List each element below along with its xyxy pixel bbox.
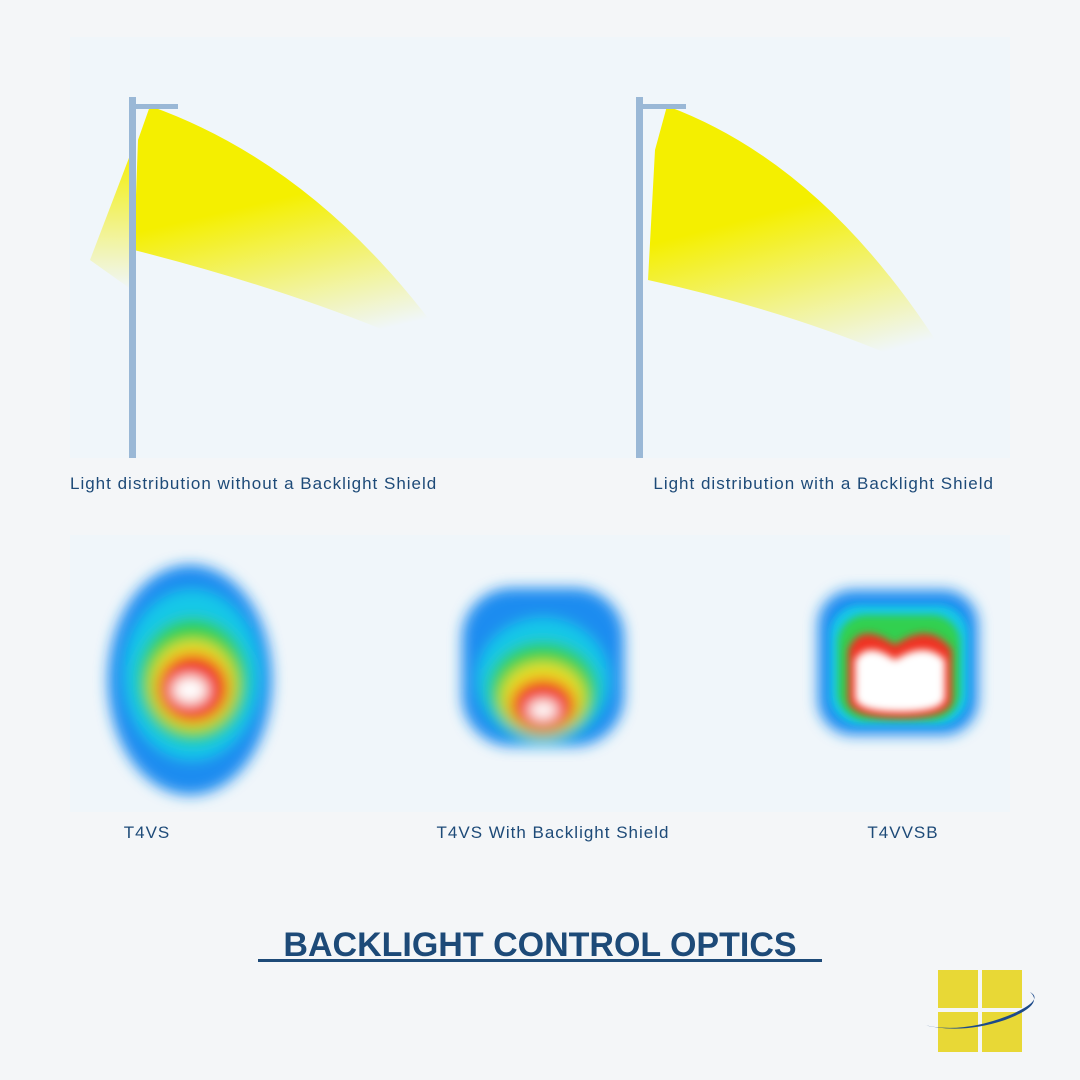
heatmap [108, 565, 272, 795]
optic-label: T4VVSB [867, 823, 938, 842]
pole [636, 97, 643, 458]
pole [129, 97, 136, 458]
pole-arm [132, 104, 178, 109]
caption: Light distribution with a Backlight Shie… [653, 474, 994, 493]
optic-label: T4VS [124, 823, 171, 842]
title: BACKLIGHT CONTROL OPTICS [283, 926, 796, 964]
heatmap [818, 590, 978, 735]
pole-arm [639, 104, 686, 109]
heatmap [462, 588, 624, 746]
title-underline [258, 959, 822, 962]
caption: Light distribution without a Backlight S… [70, 474, 437, 493]
light-cone [134, 106, 462, 365]
light-cone [648, 106, 966, 390]
backlight [90, 150, 132, 290]
optic-label: T4VS With Backlight Shield [437, 823, 670, 842]
logo [920, 970, 1035, 1052]
